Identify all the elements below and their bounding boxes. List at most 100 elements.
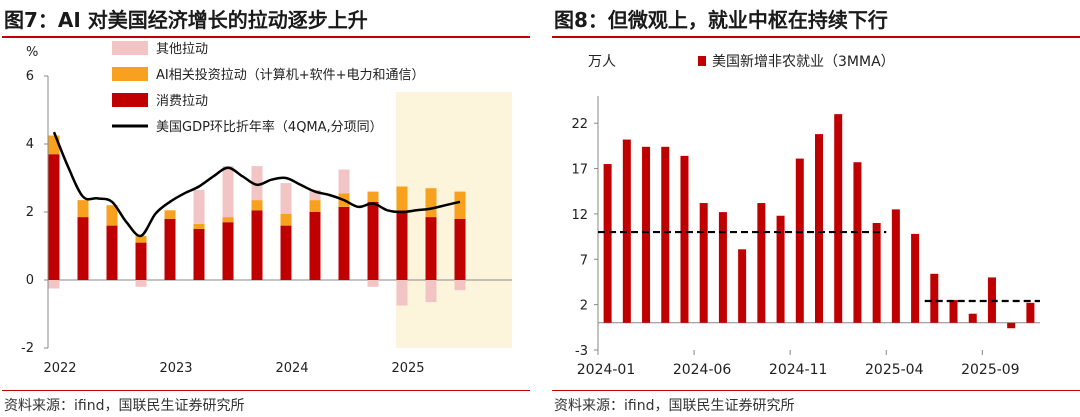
bar-payrolls [949,300,958,323]
legend-swatch [112,41,148,55]
bar-consumption [193,229,205,280]
bar-other [280,183,292,214]
bar-payrolls [738,249,747,323]
figure-7-panel: 图7：AI 对美国经济增长的拉动逐步上升 -2 0 2 4 6% 2022 2023 202… [0,0,530,417]
x-axis: 2022 2023 2024 2025 [43,361,424,376]
y-tick-label: -3 [575,344,588,359]
bar-consumption [164,218,176,280]
x-tick-label: 2024-11 [769,362,828,378]
bar-ai-investment [251,200,263,211]
bar-payrolls [1007,322,1016,329]
y-tick-label: 4 [26,137,34,152]
bar-ai-investment [48,135,60,155]
bar-other [425,280,437,303]
bar-consumption [106,225,118,280]
y-tick-label: 7 [580,253,588,268]
bar-payrolls [603,164,612,323]
bar-consumption [309,212,321,280]
bar-payrolls [834,114,843,323]
bar-ai-investment [135,235,147,243]
bar-other [193,189,205,224]
legend-swatch [698,56,706,66]
bar-payrolls [891,209,900,323]
figure-7-chart: -2 0 2 4 6% 2022 2023 2024 2025 其他拉动 AI相关投资拉动（计算… [21,41,512,376]
figure-8-title: 图8：但微观上，就业中枢在持续下行 [554,8,888,32]
bar-consumption [48,154,60,280]
bar-consumption [396,210,408,280]
x-tick-label: 2023 [159,361,192,376]
bar-other [48,280,60,289]
bar-consumption [280,225,292,280]
y-tick-label: 2 [580,299,588,314]
bar-other [396,280,408,306]
bar-other [454,280,466,291]
bar-consumption [77,217,89,280]
x-axis: 2024-01 2024-06 2024-11 2025-04 2025-09 [577,350,1020,378]
bar-ai-investment [309,200,321,212]
x-tick-label: 2025 [391,361,424,376]
bar-consumption [338,206,350,280]
bar-payrolls [968,313,977,323]
gdp-line [52,131,461,238]
x-tick-label: 2025-04 [865,362,924,378]
bar-consumption [367,201,379,280]
bar-ai-investment [193,223,205,229]
figure-8-source-rule [552,390,1080,391]
figure-8-panel: 图8：但微观上，就业中枢在持续下行 -3 2 7 12 17 22 万人 2024-01 20… [550,0,1080,417]
bar-other [222,166,234,218]
bar-payrolls [718,212,727,323]
x-tick-label: 2024 [275,361,308,376]
figure-7-title: 图7：AI 对美国经济增长的拉动逐步上升 [4,8,368,32]
y-tick-label: -2 [21,341,34,356]
x-tick-label: 2024-06 [673,362,732,378]
figure-7-title-rule [2,36,530,38]
bar-payrolls [911,233,920,323]
bar-ai-investment [106,205,118,226]
bar-payrolls [757,203,766,323]
bar-other [309,189,321,201]
bar-payrolls [642,146,651,323]
bar-other [135,280,147,287]
figure-7-source: 资料来源：ifind，国联民生证券研究所 [4,398,245,414]
figure-8-chart: -3 2 7 12 17 22 万人 2024-01 2024-06 2024-11 2025-0… [571,54,1040,378]
bars [603,114,1035,329]
x-tick-label: 2024-01 [577,362,636,378]
legend: 美国新增非农就业（3MMA） [698,54,895,70]
bar-payrolls [680,155,689,323]
x-tick-label: 2025-09 [961,362,1020,378]
bar-other [367,280,379,287]
bar-other [338,169,350,194]
y-axis: -3 2 7 12 17 22 万人 [571,54,1040,359]
bar-payrolls [776,215,785,323]
y-tick-label: 17 [571,163,588,178]
bar-ai-investment [425,188,437,218]
y-unit-label: % [26,45,38,60]
bar-payrolls [795,158,804,323]
trend-lines [598,230,1040,303]
bar-ai-investment [396,186,408,211]
bar-ai-investment [367,191,379,202]
bar-payrolls [699,203,708,323]
legend-label: 美国新增非农就业（3MMA） [712,54,895,70]
bar-payrolls [853,162,862,323]
y-tick-label: 6 [26,69,34,84]
bar-consumption [454,218,466,280]
bar-ai-investment [164,210,176,219]
bar-payrolls [930,273,939,323]
legend-swatch [112,93,148,107]
bar-consumption [251,210,263,280]
figure-8-title-rule [552,36,1080,38]
legend-label: 美国GDP环比折年率（4QMA,分项同） [156,119,383,135]
bar-ai-investment [77,200,89,218]
bar-other [251,166,263,201]
y-tick-label: 0 [26,273,34,288]
bar-payrolls [815,134,823,323]
legend-label: AI相关投资拉动（计算机+软件+电力和通信） [156,67,425,83]
y-unit-label: 万人 [588,54,616,70]
y-tick-label: 12 [571,208,588,223]
legend-label: 其他拉动 [156,42,208,57]
y-tick-label: 2 [26,205,34,220]
bar-ai-investment [454,191,466,219]
highlight-rect [396,92,512,348]
x-tick-label: 2022 [43,361,76,376]
